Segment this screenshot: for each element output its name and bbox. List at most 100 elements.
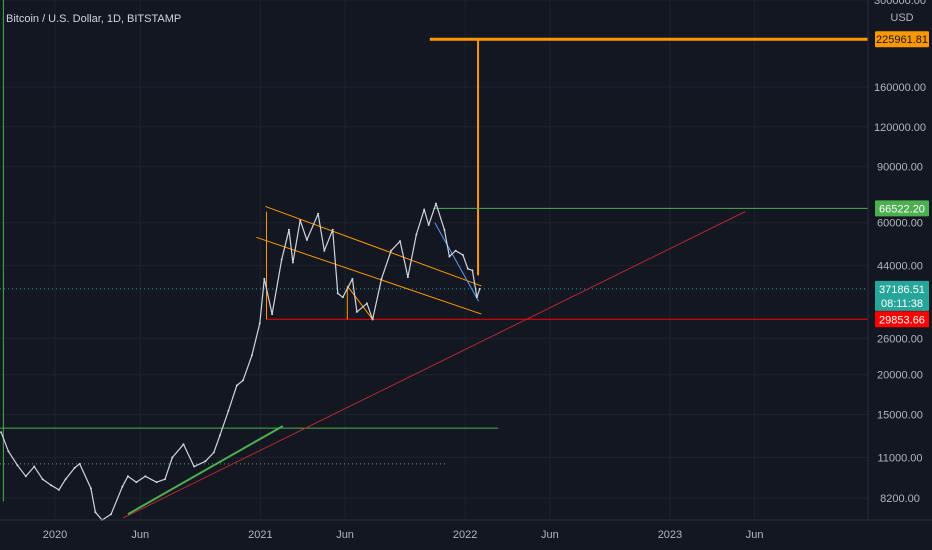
y-tick-label: 90000.00 bbox=[877, 162, 923, 174]
price-tag bbox=[875, 311, 929, 328]
price-point bbox=[299, 219, 302, 222]
trend-line[interactable] bbox=[265, 205, 482, 287]
price-point bbox=[241, 379, 244, 382]
price-point bbox=[287, 228, 290, 231]
price-tag bbox=[875, 280, 929, 311]
price-tag bbox=[875, 200, 929, 217]
price-point bbox=[399, 240, 402, 243]
y-tick-label: 15000.00 bbox=[877, 410, 923, 422]
price-line bbox=[0, 203, 481, 521]
price-point bbox=[331, 228, 334, 231]
price-point bbox=[336, 292, 339, 295]
price-point bbox=[64, 478, 67, 481]
price-point bbox=[380, 277, 383, 280]
trend-line[interactable] bbox=[346, 285, 373, 320]
price-point bbox=[415, 233, 418, 236]
x-tick-label: Jun bbox=[336, 529, 354, 541]
price-point bbox=[89, 487, 92, 490]
price-point bbox=[24, 475, 27, 478]
price-point bbox=[371, 318, 374, 321]
drawing-layer[interactable] bbox=[0, 0, 868, 519]
countdown-label: 08:11:38 bbox=[881, 298, 923, 310]
price-series bbox=[0, 202, 481, 521]
price-point bbox=[351, 277, 354, 280]
price-point bbox=[291, 261, 294, 264]
price-point bbox=[250, 354, 253, 357]
price-tag-label: 225961.81 bbox=[876, 34, 928, 46]
price-point bbox=[355, 310, 358, 313]
x-tick-label: 2021 bbox=[248, 529, 272, 541]
trend-line[interactable] bbox=[127, 425, 284, 516]
price-point bbox=[478, 287, 481, 290]
price-point bbox=[258, 322, 261, 325]
price-tags: 225961.81 66522.20 37186.51 08:11:38 29853.6… bbox=[875, 31, 929, 328]
price-point bbox=[443, 228, 446, 231]
trend-line[interactable] bbox=[434, 222, 480, 302]
price-tag-label: 29853.66 bbox=[879, 314, 925, 326]
y-tick-label: 60000.00 bbox=[877, 218, 923, 230]
price-axis-background[interactable] bbox=[868, 0, 932, 520]
price-point bbox=[73, 466, 76, 469]
price-point bbox=[475, 296, 478, 299]
price-point bbox=[50, 484, 53, 487]
x-tick-label: Jun bbox=[541, 529, 559, 541]
time-axis[interactable]: 2020 Jun 2021 Jun 2022 Jun 2023 Jun bbox=[43, 529, 764, 541]
y-tick-label: 20000.00 bbox=[877, 370, 923, 382]
price-point bbox=[193, 465, 196, 468]
x-tick-label: 2020 bbox=[43, 529, 67, 541]
price-point bbox=[427, 224, 430, 227]
price-point bbox=[390, 249, 393, 252]
y-tick-label: 120000.00 bbox=[874, 122, 926, 134]
price-point bbox=[454, 249, 457, 252]
price-point bbox=[235, 384, 238, 387]
price-point bbox=[126, 475, 129, 478]
price-point bbox=[466, 267, 469, 270]
price-point bbox=[121, 485, 124, 488]
price-point bbox=[110, 513, 113, 516]
price-point bbox=[323, 249, 326, 252]
price-point bbox=[365, 302, 368, 305]
currency-label[interactable]: USD bbox=[890, 12, 913, 24]
price-tag-label: 37186.51 bbox=[879, 284, 925, 296]
x-tick-label: 2022 bbox=[453, 529, 477, 541]
y-tick-label: 160000.00 bbox=[874, 82, 926, 94]
price-point bbox=[227, 409, 230, 412]
x-tick-label: 2023 bbox=[658, 529, 682, 541]
price-point bbox=[212, 451, 215, 454]
price-point bbox=[263, 277, 266, 280]
price-point bbox=[7, 450, 10, 453]
price-point bbox=[0, 431, 3, 434]
price-point bbox=[461, 254, 464, 257]
price-point bbox=[33, 465, 36, 468]
price-point bbox=[155, 481, 158, 484]
price-point bbox=[204, 460, 207, 463]
trend-line[interactable] bbox=[122, 211, 746, 519]
price-point bbox=[16, 464, 19, 467]
x-tick-label: Jun bbox=[131, 529, 149, 541]
price-point bbox=[57, 488, 60, 491]
price-point bbox=[41, 478, 44, 481]
y-tick-label: 8200.00 bbox=[880, 493, 920, 505]
price-point bbox=[341, 296, 344, 299]
price-point bbox=[305, 238, 308, 241]
price-tag bbox=[875, 31, 929, 48]
x-tick-label: Jun bbox=[746, 529, 764, 541]
chart-title: Bitcoin / U.S. Dollar, 1D, BITSTAMP bbox=[6, 13, 181, 25]
y-tick-label: 26000.00 bbox=[877, 333, 923, 345]
y-tick-label: 300000.00 bbox=[874, 0, 926, 7]
trend-line[interactable] bbox=[256, 236, 482, 315]
price-point bbox=[271, 313, 274, 316]
price-point bbox=[317, 212, 320, 215]
price-point bbox=[471, 269, 474, 272]
price-point bbox=[144, 475, 147, 478]
price-point bbox=[406, 276, 409, 279]
price-point bbox=[78, 462, 81, 465]
price-point bbox=[182, 443, 185, 446]
price-tag-label: 66522.20 bbox=[879, 203, 925, 215]
price-axis[interactable]: 300000.00 160000.00 120000.00 90000.00 60000… bbox=[874, 0, 926, 505]
price-point bbox=[135, 481, 138, 484]
price-point bbox=[171, 456, 174, 459]
